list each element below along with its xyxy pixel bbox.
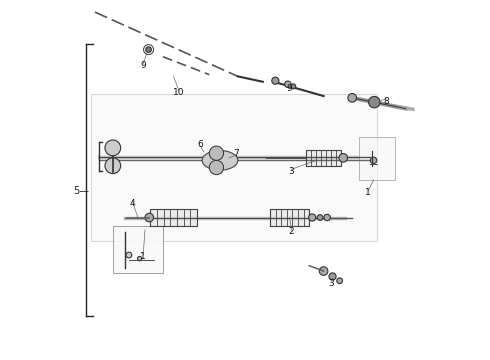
Text: 6: 6: [197, 140, 203, 149]
Text: 9: 9: [287, 84, 293, 93]
Circle shape: [370, 157, 377, 163]
Circle shape: [324, 214, 330, 221]
Circle shape: [348, 94, 356, 102]
Text: 3: 3: [289, 167, 294, 176]
Circle shape: [319, 267, 328, 275]
FancyBboxPatch shape: [92, 94, 377, 241]
Text: 3: 3: [328, 279, 334, 288]
Circle shape: [329, 273, 336, 280]
Circle shape: [291, 84, 296, 89]
Circle shape: [105, 140, 121, 156]
Polygon shape: [270, 210, 309, 226]
Circle shape: [309, 214, 316, 221]
FancyBboxPatch shape: [359, 137, 395, 180]
Text: 9: 9: [140, 61, 146, 70]
Circle shape: [209, 146, 223, 160]
Ellipse shape: [202, 150, 238, 170]
Text: 1: 1: [366, 188, 371, 197]
Text: 7: 7: [233, 149, 239, 158]
Circle shape: [272, 77, 279, 84]
Circle shape: [285, 81, 291, 87]
Circle shape: [105, 158, 121, 174]
Circle shape: [339, 154, 347, 162]
Text: 10: 10: [173, 88, 185, 97]
Circle shape: [138, 256, 142, 261]
Text: 1: 1: [140, 252, 146, 261]
Circle shape: [317, 215, 323, 220]
Circle shape: [126, 252, 132, 258]
Circle shape: [368, 96, 380, 108]
Circle shape: [145, 213, 153, 222]
FancyBboxPatch shape: [113, 226, 163, 273]
Polygon shape: [306, 150, 342, 166]
Text: 2: 2: [289, 227, 294, 236]
Circle shape: [146, 47, 151, 53]
Text: 4: 4: [130, 199, 135, 208]
Polygon shape: [150, 210, 197, 226]
Circle shape: [209, 160, 223, 175]
Circle shape: [337, 278, 343, 284]
Text: 8: 8: [383, 97, 389, 106]
Text: 5—: 5—: [74, 186, 90, 196]
